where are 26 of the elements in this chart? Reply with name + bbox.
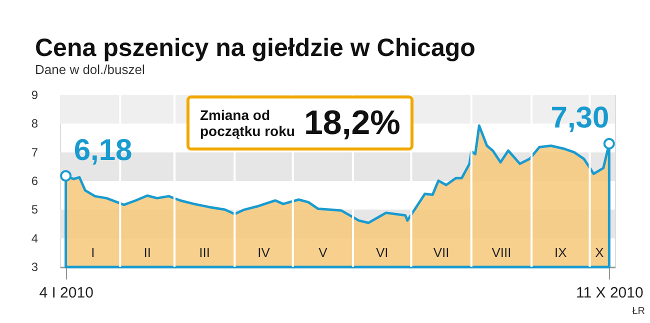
annotation: IX	[554, 245, 568, 260]
annotation: V	[318, 245, 328, 260]
y-tick-label: 7	[31, 145, 38, 160]
annotation: 18,2%	[304, 104, 400, 142]
annotation: VIII	[492, 245, 512, 260]
y-tick-label: 4	[31, 231, 38, 246]
y-tick-label: 3	[31, 260, 38, 274]
annotation: VI	[376, 245, 388, 260]
y-tick-label: 5	[31, 202, 38, 217]
text: ŁR	[632, 306, 645, 317]
chart-subtitle: Dane w dol./buszel	[35, 62, 145, 77]
annotation: X	[595, 245, 604, 260]
annotation: VII	[433, 245, 450, 260]
x-tick-label: 4 I 2010	[39, 284, 94, 302]
data-label: 6,18	[74, 134, 132, 167]
annotation: II	[144, 245, 151, 260]
y-tick-label: 9	[31, 88, 38, 102]
data-label: 7,30	[550, 102, 610, 135]
x-tick-label: 11 X 2010	[576, 284, 644, 302]
annotation: Zmiana od początku roku	[200, 107, 295, 139]
annotation: IV	[258, 245, 270, 260]
y-tick-label: 8	[31, 116, 38, 131]
annotation: III	[199, 245, 210, 260]
annotation: I	[91, 245, 95, 260]
y-tick-label: 6	[31, 174, 38, 188]
chart-title: Cena pszenicy na giełdzie w Chicago	[35, 34, 476, 62]
